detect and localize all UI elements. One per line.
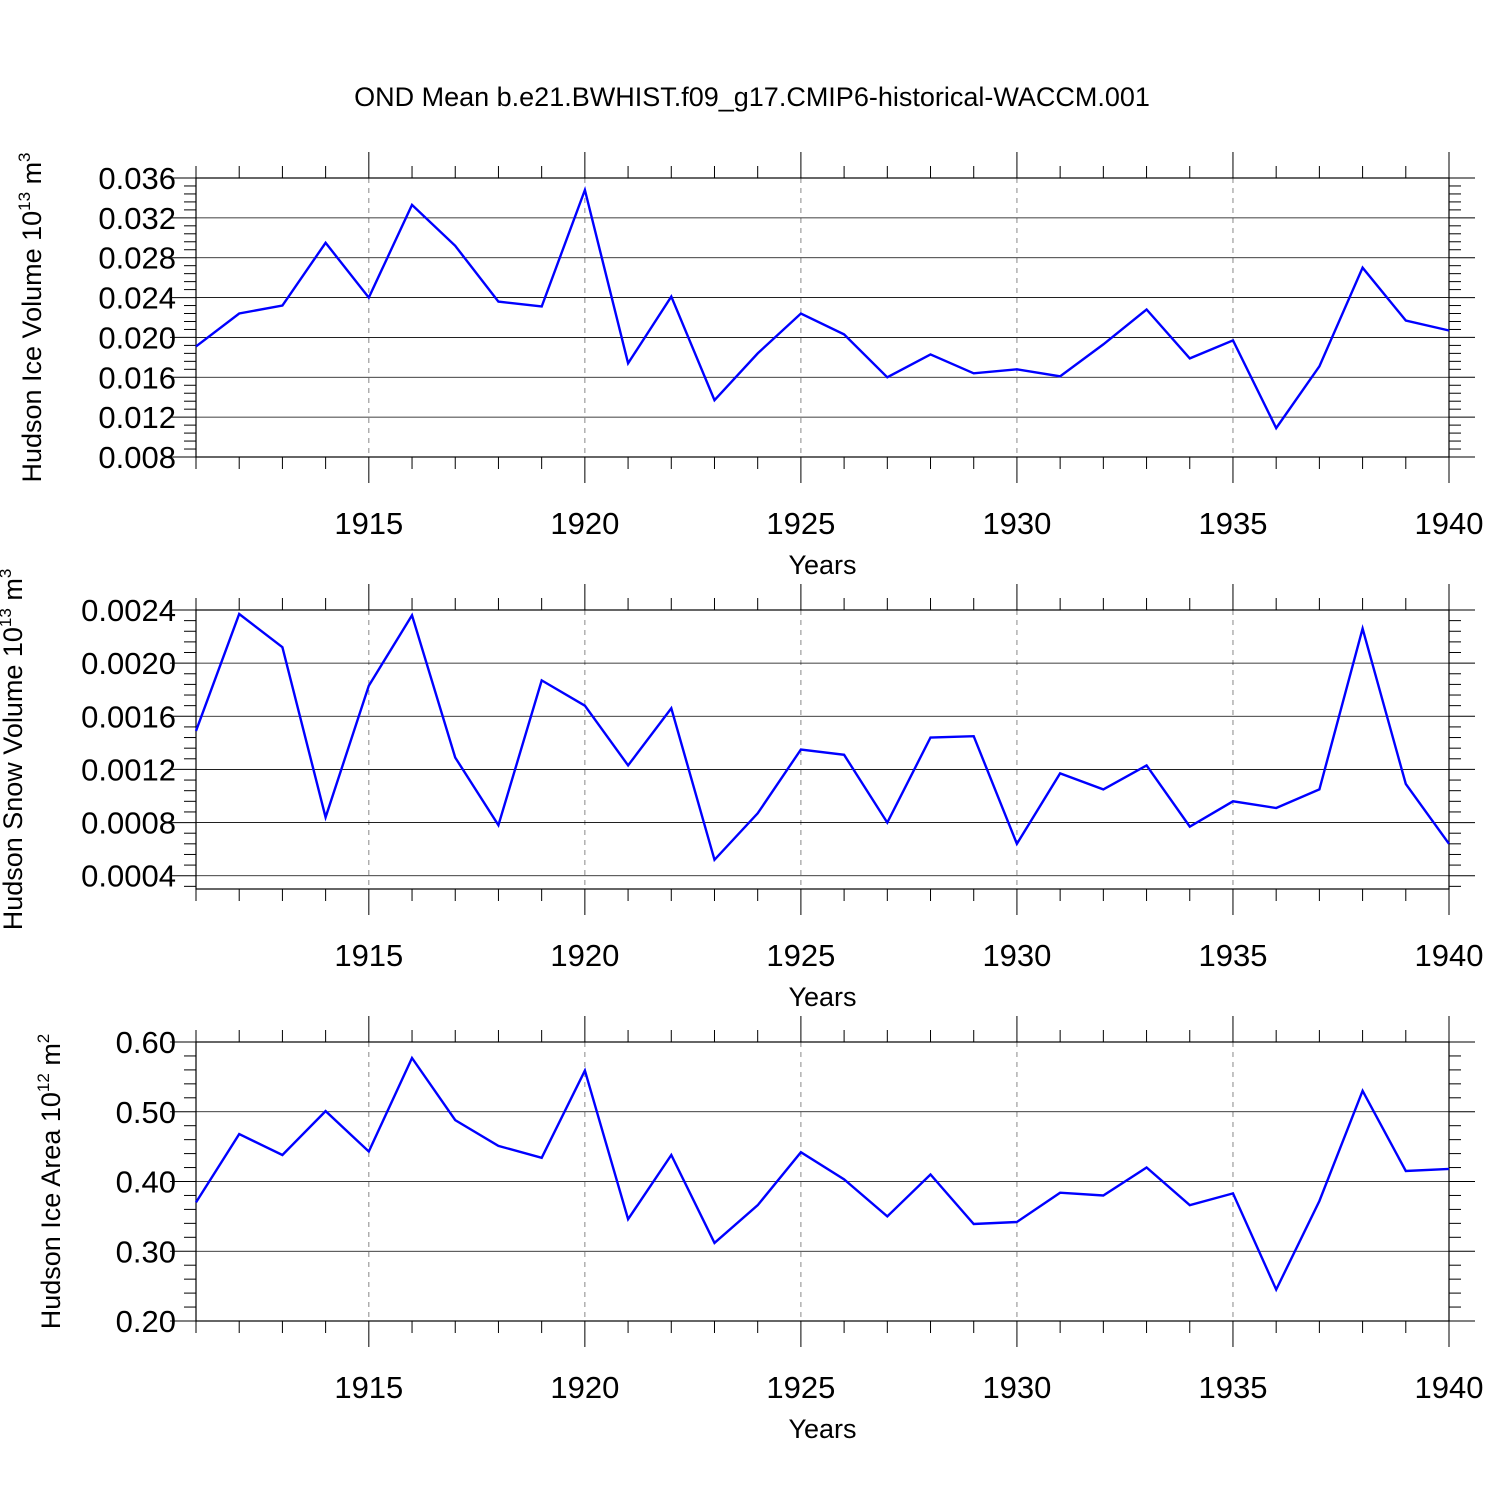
x-tick-label: 1925	[766, 938, 835, 973]
y-tick-label: 0.024	[98, 281, 176, 316]
x-tick-label: 1915	[334, 1370, 403, 1405]
x-tick-label: 1940	[1415, 1370, 1484, 1405]
panels: 0.008 0.012 0.016 0.020 0.024 0.028 0.032 0.036…	[0, 152, 1483, 1444]
y-tick-label: 0.012	[98, 400, 176, 435]
x-tick-label: 1925	[766, 506, 835, 541]
plot-frame	[195, 609, 1450, 890]
x-tick-label: 1930	[982, 506, 1051, 541]
y-tick-label: 0.028	[98, 241, 176, 276]
x-axis-label: Years	[788, 550, 856, 580]
x-tick-label: 1930	[982, 1370, 1051, 1405]
x-axis-label: Years	[788, 1414, 856, 1444]
y-tick-label: 0.20	[116, 1304, 176, 1339]
x-tick-label: 1935	[1198, 938, 1267, 973]
y-tick-label: 0.020	[98, 320, 176, 355]
x-tick-label: 1935	[1198, 1370, 1267, 1405]
y-tick-label: 0.0008	[81, 806, 176, 841]
x-tick-label: 1920	[550, 938, 619, 973]
y-tick-label: 0.60	[116, 1025, 176, 1060]
y-tick-label: 0.008	[98, 440, 176, 475]
y-tick-label: 0.036	[98, 161, 176, 196]
y-tick-label: 0.0020	[81, 646, 176, 681]
x-tick-label: 1920	[550, 1370, 619, 1405]
y-tick-label: 0.50	[116, 1095, 176, 1130]
data-series-line	[195, 185, 1450, 431]
y-axis-label: Hudson Snow Volume 1013 m3	[0, 569, 28, 931]
figure-title: OND Mean b.e21.BWHIST.f09_g17.CMIP6-hist…	[354, 82, 1150, 112]
panel-1: 0.008 0.012 0.016 0.020 0.024 0.028 0.032 0.036…	[15, 152, 1483, 580]
y-tick-label: 0.30	[116, 1234, 176, 1269]
y-axis-label: Hudson Ice Area 1012 m2	[34, 1034, 66, 1330]
panel-3: 0.20 0.30 0.40 0.50 0.60 1915 1920 1925 1930 1935…	[34, 1016, 1483, 1444]
x-tick-label: 1920	[550, 506, 619, 541]
x-tick-label: 1935	[1198, 506, 1267, 541]
y-tick-label: 0.0016	[81, 699, 176, 734]
x-tick-label: 1940	[1415, 506, 1484, 541]
y-tick-label: 0.032	[98, 201, 176, 236]
x-tick-label: 1915	[334, 938, 403, 973]
data-series-line	[194, 1055, 1450, 1293]
y-tick-label: 0.016	[98, 360, 176, 395]
panel-2: 0.0004 0.0008 0.0012 0.0016 0.0020 0.0024 1915…	[0, 569, 1483, 1012]
x-tick-label: 1925	[766, 1370, 835, 1405]
x-tick-label: 1915	[334, 506, 403, 541]
x-tick-label: 1940	[1415, 938, 1484, 973]
y-axis-label: Hudson Ice Volume 1013 m3	[15, 152, 47, 482]
x-axis-label: Years	[788, 982, 856, 1012]
plot-frame	[195, 177, 1450, 458]
y-tick-label: 0.0024	[81, 593, 176, 628]
data-series-line	[194, 612, 1450, 863]
x-tick-label: 1930	[982, 938, 1051, 973]
y-tick-label: 0.0012	[81, 752, 176, 787]
y-tick-label: 0.40	[116, 1165, 176, 1200]
y-tick-label: 0.0004	[81, 859, 176, 894]
